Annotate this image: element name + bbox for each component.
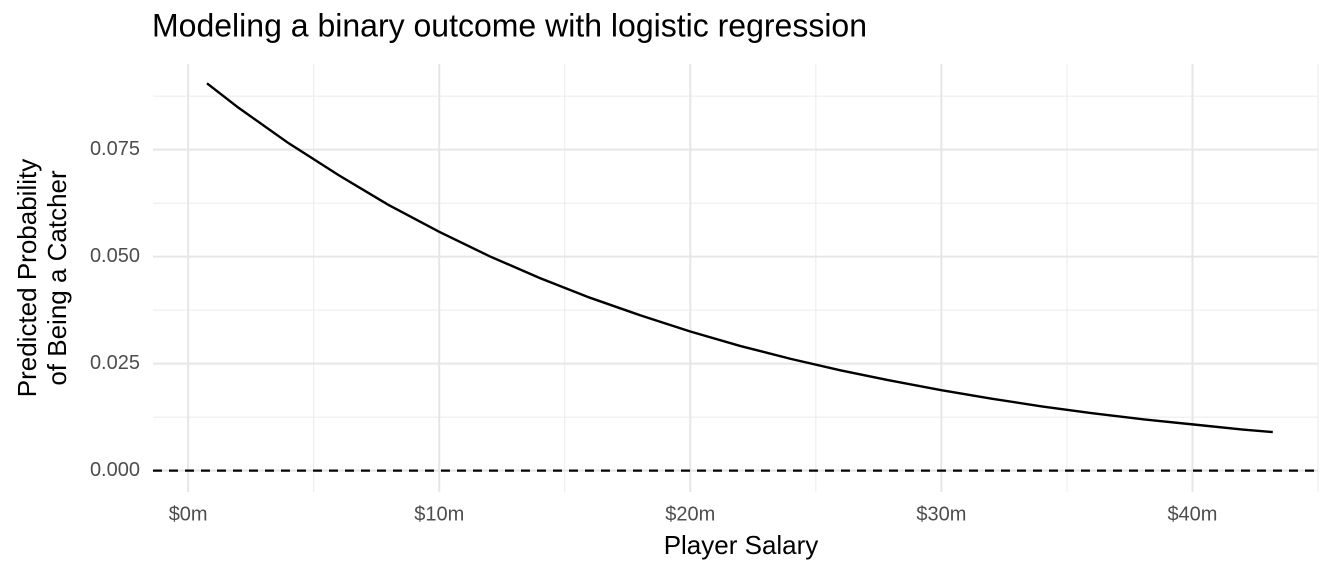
line-series xyxy=(206,82,1273,434)
y-axis-title: Predicted Probability xyxy=(12,159,42,397)
x-tick-label: $30m xyxy=(916,503,966,525)
y-axis-title: of Being a Catcher xyxy=(42,170,72,386)
y-tick-label: 0.075 xyxy=(90,138,140,160)
x-tick-label: $40m xyxy=(1167,503,1217,525)
y-tick-label: 0.000 xyxy=(90,459,140,481)
x-tick-label: $20m xyxy=(665,503,715,525)
y-tick-label: 0.050 xyxy=(90,245,140,267)
y-tick-label: 0.025 xyxy=(90,352,140,374)
chart-title: Modeling a binary outcome with logistic … xyxy=(152,7,867,43)
x-axis-title: Player Salary xyxy=(664,530,819,560)
x-tick-label: $10m xyxy=(414,503,464,525)
x-tick-label: $0m xyxy=(169,503,208,525)
